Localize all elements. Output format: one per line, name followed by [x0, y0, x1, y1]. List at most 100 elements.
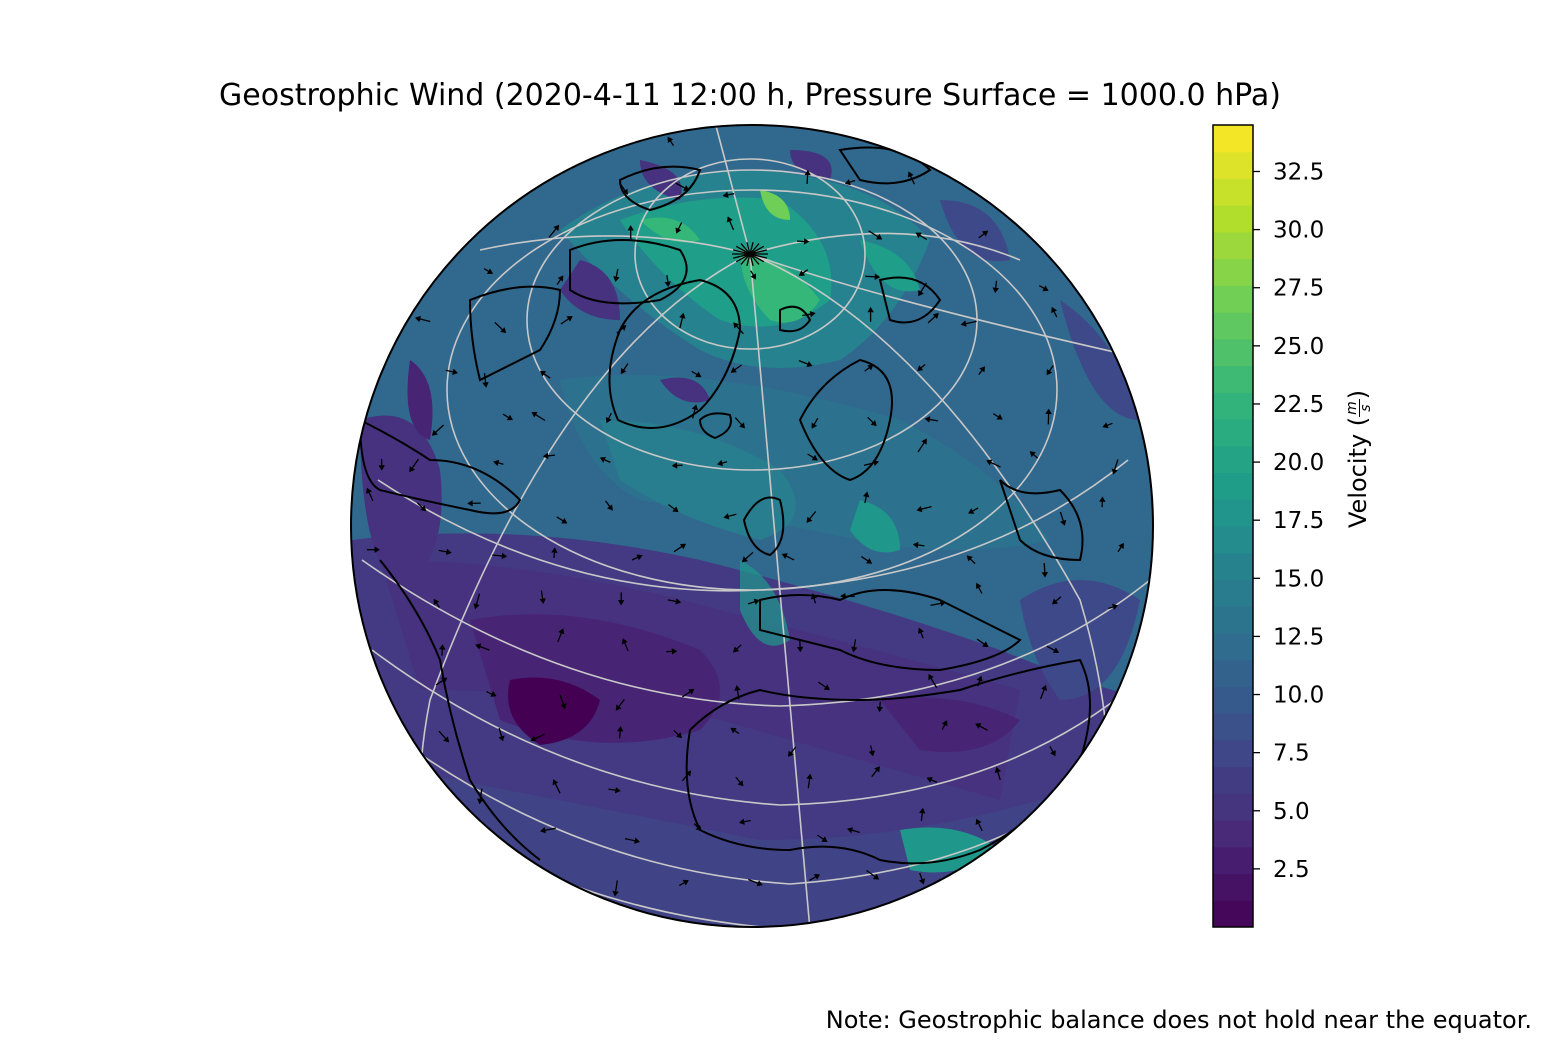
wind-arrowhead [924, 416, 931, 423]
wind-arrow [749, 242, 754, 255]
colorbar-band [1213, 686, 1253, 714]
wind-arrowhead [490, 690, 497, 697]
wind-arrowhead [539, 370, 547, 377]
wind-arrowhead [561, 517, 568, 524]
chart-title: Geostrophic Wind (2020-4-11 12:00 h, Pre… [219, 78, 1281, 113]
wind-arrowhead [1118, 542, 1124, 550]
wind-arrowhead [553, 224, 560, 232]
wind-arrowhead [1046, 369, 1053, 376]
wind-arrowhead [867, 306, 874, 313]
wind-arrowhead [918, 807, 926, 814]
colorbar-band [1213, 632, 1253, 661]
wind-arrowhead [915, 232, 922, 239]
wind-arrowhead [616, 725, 624, 732]
wind-arrowhead [634, 837, 640, 844]
wind-arrowhead [813, 874, 821, 880]
wind-arrowhead [1041, 571, 1049, 578]
wind-arrowhead [811, 454, 818, 461]
wind-arrowhead [620, 367, 627, 375]
wind-arrowhead [566, 315, 573, 322]
wind-arrowhead [621, 638, 628, 645]
wind-arrowhead [806, 516, 813, 523]
wind-arrowhead [1042, 285, 1049, 292]
wind-arrowhead [787, 750, 794, 757]
colorbar-band [1213, 125, 1253, 153]
wind-arrowhead [552, 779, 559, 786]
wind-arrowhead [917, 365, 924, 372]
wind-arrowhead [851, 646, 858, 653]
wind-arrowhead [620, 324, 627, 331]
wind-arrowhead [844, 179, 851, 186]
wind-arrow [749, 253, 754, 266]
wind-arrowhead [750, 273, 756, 280]
colorbar-band [1213, 231, 1253, 260]
wind-arrowhead [695, 371, 702, 378]
wind-arrowhead [739, 422, 746, 429]
wind-arrowhead [870, 420, 877, 427]
wind-arrowhead [730, 366, 737, 373]
wind-arrowhead [821, 836, 828, 843]
wind-arrow [749, 249, 768, 255]
wind-arrowhead [378, 465, 385, 471]
wind-arrowhead [907, 171, 914, 178]
wind-arrowhead [916, 506, 923, 513]
wind-arrowhead [599, 456, 606, 463]
colorbar-tick-label: 7.5 [1273, 741, 1310, 767]
wind-arrowhead [1041, 684, 1048, 691]
wind-arrowhead [873, 459, 880, 467]
colorbar-tick-label: 25.0 [1273, 334, 1324, 360]
wind-arrowhead [734, 685, 741, 691]
colorbar-tick-label: 10.0 [1273, 683, 1324, 709]
colorbar-band [1213, 499, 1253, 527]
wind-arrowhead [756, 880, 763, 887]
wind-arrow [749, 245, 765, 255]
colorbar-band [1213, 659, 1253, 687]
wind-arrowhead [912, 541, 919, 549]
wind-arrow [732, 253, 751, 259]
wind-arrowhead [617, 600, 625, 606]
colorbar-band [1213, 766, 1253, 794]
colorbar-tick-label: 30.0 [1273, 218, 1324, 244]
wind-arrowhead [874, 273, 881, 281]
wind-arrowhead [806, 773, 813, 780]
wind-arrowhead [540, 827, 546, 834]
wind-arrowhead [781, 553, 788, 560]
wind-arrowhead [840, 592, 846, 600]
wind-vector-field [366, 136, 1124, 897]
wind-arrow [740, 253, 751, 265]
wind-arrowhead [928, 674, 934, 681]
wind-arrowhead [986, 459, 993, 466]
wind-arrowhead [733, 322, 740, 329]
wind-arrowhead [682, 879, 689, 886]
wind-arrowhead [467, 500, 473, 507]
wind-arrowhead [1099, 496, 1106, 502]
wind-arrowhead [482, 382, 489, 388]
wind-arrowhead [1051, 598, 1059, 605]
colorbar-band [1213, 205, 1253, 233]
wind-arrowhead [1060, 519, 1067, 526]
colorbar-band [1213, 900, 1253, 928]
wind-arrowhead [868, 750, 876, 757]
wind-arrowhead [443, 736, 450, 743]
wind-arrow [749, 253, 765, 263]
wind-arrow [735, 245, 751, 255]
colorbar-band [1213, 552, 1253, 580]
colorbar-band [1213, 312, 1253, 340]
wind-arrowhead [979, 366, 986, 373]
wind-arrowhead [679, 543, 687, 550]
wind-arrowhead [530, 735, 537, 742]
wind-arrowhead [863, 491, 870, 498]
wind-arrowhead [676, 732, 683, 739]
colorbar-band [1213, 820, 1253, 848]
wind-arrowhead [796, 646, 804, 653]
wind-arrowhead [672, 506, 679, 513]
colorbar-band [1213, 178, 1253, 206]
colorbar-tick-label: 15.0 [1273, 566, 1324, 592]
wind-arrowhead [982, 230, 989, 237]
wind-arrowhead [501, 552, 508, 560]
wind-arrowhead [441, 677, 448, 684]
wind-arrowhead [560, 703, 567, 710]
wind-arrowhead [982, 641, 989, 648]
